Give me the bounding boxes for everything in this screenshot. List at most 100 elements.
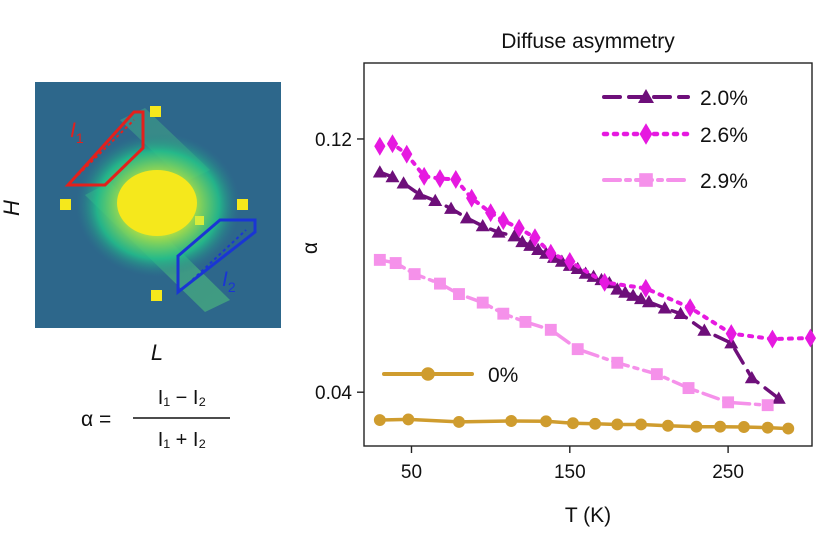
data-point <box>589 417 602 430</box>
data-point <box>450 170 462 189</box>
data-point <box>497 307 510 320</box>
data-point <box>434 277 446 290</box>
legend-label: 2.9% <box>700 170 748 193</box>
data-point <box>491 225 506 238</box>
series-diamond <box>374 134 817 349</box>
chart-x-axis-label: T (K) <box>565 504 611 527</box>
formula-numerator: I₁ − I₂ <box>158 387 206 409</box>
region-i2-outline <box>176 218 257 296</box>
data-point <box>714 420 727 433</box>
bragg-peak-left <box>60 199 71 210</box>
chart-y-axis-label: α <box>299 242 322 254</box>
data-point <box>453 415 465 428</box>
legend-marker <box>639 173 653 187</box>
scattering-map-panel: I1 I2 <box>35 82 281 328</box>
data-point <box>373 253 386 266</box>
data-point <box>725 324 737 344</box>
series-square <box>373 253 774 412</box>
data-point <box>744 370 759 384</box>
data-point <box>618 285 633 298</box>
legend-entry: 2.9% <box>602 170 748 193</box>
data-point <box>444 201 459 214</box>
data-point <box>529 228 541 248</box>
data-point <box>466 188 478 208</box>
data-point <box>554 254 569 267</box>
data-point <box>635 418 647 431</box>
data-point <box>418 166 430 186</box>
data-point <box>545 243 557 263</box>
data-point <box>459 211 474 224</box>
data-point <box>374 136 386 156</box>
data-point <box>513 218 525 238</box>
legend-entry: 2.0% <box>602 87 748 110</box>
data-point <box>402 413 415 426</box>
data-point <box>684 298 696 318</box>
data-point <box>564 252 576 271</box>
data-point <box>804 328 817 348</box>
data-point <box>657 301 672 314</box>
formula-denominator: I₁ + I₂ <box>158 429 206 451</box>
data-point <box>761 399 774 412</box>
data-point <box>519 315 532 328</box>
region-i1-diagonal <box>77 119 135 176</box>
legend-label: 0% <box>488 364 518 387</box>
data-point <box>722 396 735 409</box>
data-point <box>766 329 779 349</box>
bragg-peak-bottom <box>151 290 162 301</box>
data-point <box>385 169 400 183</box>
data-point <box>540 415 552 428</box>
region-i1-label: I1 <box>70 119 84 146</box>
y-axis: 0.04 0.12 <box>315 130 364 404</box>
asymmetry-formula: α = I₁ − I₂ I₁ + I₂ <box>81 387 230 451</box>
data-point <box>507 229 522 242</box>
data-point <box>610 282 625 295</box>
series-line <box>378 417 791 431</box>
data-point <box>373 414 386 426</box>
data-point <box>428 193 443 206</box>
y-tick-label: 0.04 <box>315 383 352 404</box>
data-point <box>737 421 750 433</box>
data-point <box>771 391 786 404</box>
plot-frame <box>363 62 813 447</box>
data-point <box>641 294 656 308</box>
bragg-peak-inner-right <box>195 216 204 225</box>
x-axis: 50 150 250 <box>401 446 744 483</box>
data-point <box>567 417 579 430</box>
chart-title: Diffuse asymmetry <box>501 30 675 53</box>
data-point <box>761 421 774 434</box>
map-y-axis-label: H <box>0 200 24 216</box>
formula-lhs: α = <box>81 408 111 431</box>
data-point <box>386 134 399 154</box>
legend-marker <box>638 89 654 103</box>
region-i2-diagonal <box>187 229 247 285</box>
data-point <box>476 296 489 309</box>
data-point <box>531 242 546 256</box>
bragg-peak-right <box>237 199 248 210</box>
legend: 2.0% 2.6% 2.9% 0% <box>382 87 748 387</box>
x-tick-label: 150 <box>554 462 586 483</box>
legend-marker <box>421 367 435 381</box>
data-point <box>453 288 465 301</box>
legend-marker <box>639 123 653 145</box>
bragg-peak-center <box>117 170 197 236</box>
data-point <box>523 238 538 251</box>
data-point <box>611 418 624 431</box>
data-point <box>697 323 712 336</box>
data-point <box>634 291 649 305</box>
data-point <box>485 203 497 223</box>
series-layer <box>372 134 817 435</box>
map-x-axis-label: L <box>151 340 163 365</box>
data-point <box>372 165 387 178</box>
data-point <box>408 268 421 281</box>
series-circle <box>373 413 795 435</box>
region-i2-label: I2 <box>222 268 236 295</box>
data-point <box>650 368 663 381</box>
x-tick-label: 50 <box>401 462 422 483</box>
data-point <box>690 420 703 433</box>
legend-entry: 0% <box>382 364 518 387</box>
x-tick-label: 250 <box>712 462 744 483</box>
data-point <box>782 422 795 435</box>
bragg-peak-top <box>150 106 161 117</box>
data-point <box>611 356 624 369</box>
